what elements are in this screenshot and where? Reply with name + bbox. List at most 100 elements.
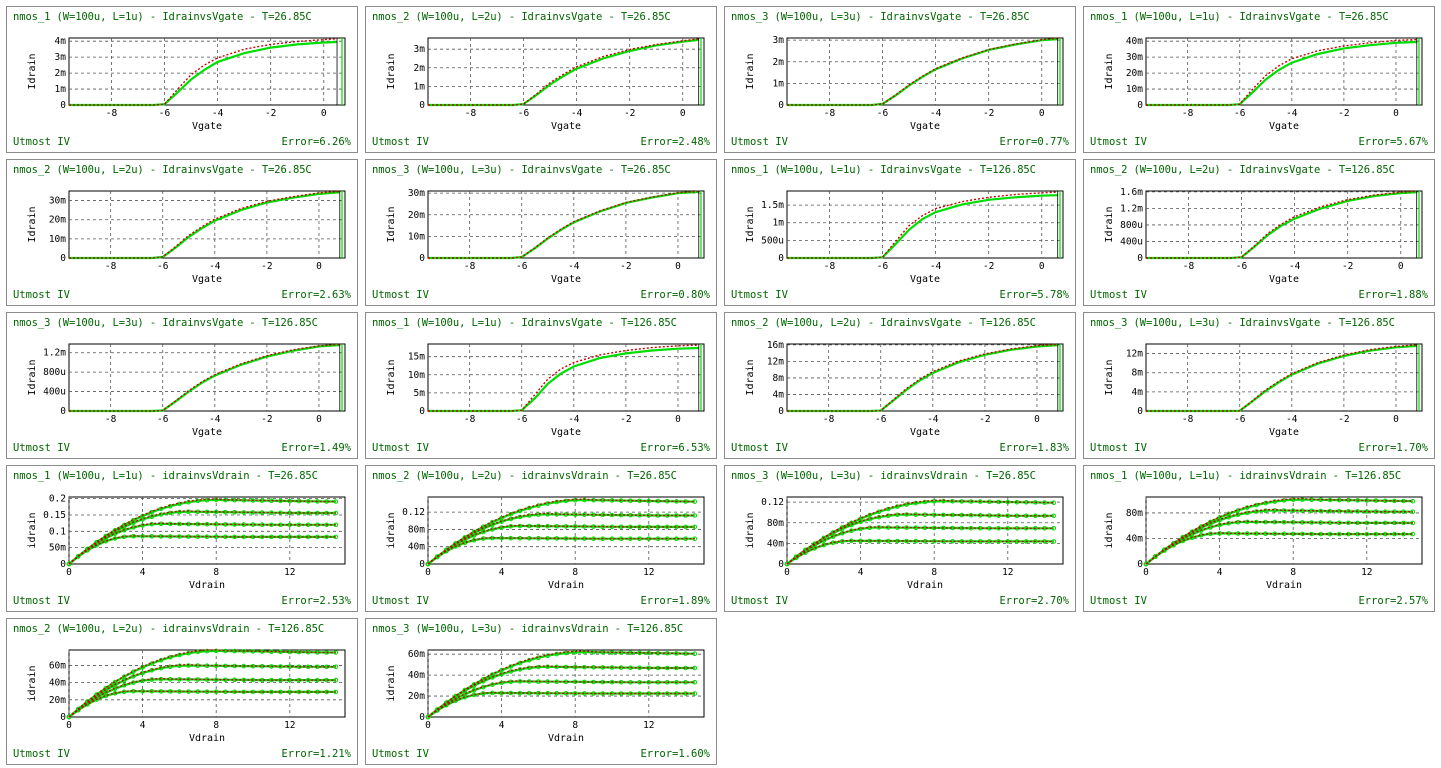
measured-point	[508, 535, 514, 541]
y-tick-label: 0	[778, 406, 784, 417]
measured-point	[250, 498, 256, 503]
measured-point	[131, 680, 136, 685]
x-axis-label: Vdrain	[1266, 580, 1302, 591]
measured-point	[609, 679, 615, 685]
chart-title: nmos_1 (W=100u, L=1u) - idrainvsVdrain -…	[13, 470, 318, 482]
x-tick-label: 0	[66, 720, 72, 731]
x-tick-label: 8	[572, 720, 578, 731]
measured-point	[996, 513, 1001, 518]
y-tick-label: 40m	[1126, 36, 1143, 47]
x-tick-label: -4	[568, 261, 580, 272]
plot-frame	[786, 37, 1064, 106]
measured-point	[1042, 500, 1047, 505]
measured-point	[1005, 499, 1011, 505]
x-tick-label: -6	[877, 261, 889, 272]
x-tick-label: -8	[823, 414, 835, 425]
measured-point	[241, 689, 247, 695]
simulated-series-line	[427, 536, 695, 565]
measured-point	[149, 677, 155, 682]
measured-point	[204, 534, 210, 539]
y-axis-label: Idrain	[386, 359, 397, 395]
measured-point	[1033, 526, 1038, 531]
y-tick-label: 0	[419, 100, 425, 111]
x-tick-label: -6	[518, 108, 530, 119]
x-tick-label: -6	[1234, 108, 1246, 119]
simulated-series-line	[1146, 38, 1417, 106]
measured-point	[517, 690, 523, 696]
measured-point	[296, 510, 302, 516]
measured-point	[941, 525, 946, 531]
simulated-series-line	[1146, 344, 1417, 412]
measured-point	[195, 534, 201, 539]
x-tick-label: -6	[159, 108, 171, 119]
x-tick-label: 12	[284, 720, 295, 731]
measured-point	[1281, 519, 1287, 525]
footer-label: Utmost IV	[731, 442, 788, 454]
measured-point	[121, 674, 127, 680]
y-axis-label: Idrain	[1104, 359, 1115, 395]
measured-point	[692, 524, 698, 530]
x-tick-label: -4	[209, 261, 221, 272]
plot-frame	[427, 496, 705, 565]
measured-point	[545, 653, 550, 659]
simulated-series-line	[69, 343, 340, 412]
measured-point	[204, 689, 210, 694]
measured-point	[269, 649, 274, 655]
measured-point	[333, 664, 339, 670]
measured-point	[784, 561, 790, 567]
chart-panel: nmos_1 (W=100u, L=1u) - IdrainvsVgate - …	[1083, 6, 1435, 153]
measured-point	[1208, 531, 1213, 537]
plot-svg: -8 -6 -4 -2 0 0 400u 800u 1.2m 1.6m Vgate Idrain	[1104, 187, 1423, 285]
measured-point	[637, 524, 642, 530]
measured-point	[692, 665, 698, 671]
y-axis-label: idrain	[745, 512, 756, 548]
x-tick-label: 0	[1034, 414, 1040, 425]
y-axis-label: Idrain	[27, 206, 38, 242]
measured-point	[425, 714, 431, 720]
plot-frame	[1145, 496, 1423, 565]
measured-point	[177, 521, 182, 527]
y-tick-label: 0.12	[761, 497, 784, 508]
y-tick-label: 30m	[408, 188, 425, 199]
error-label: Error=1.89%	[640, 595, 710, 607]
measured-point	[186, 650, 191, 656]
measured-point	[204, 509, 210, 515]
measured-point	[1364, 531, 1370, 537]
measured-point	[1410, 509, 1416, 515]
y-tick-label: 0.1	[49, 526, 66, 537]
plot-svg: -8 -6 -4 -2 0 0 1m 2m 3m Vgate Idrain	[386, 37, 705, 132]
x-axis-label: Vdrain	[189, 733, 225, 744]
measured-point	[582, 679, 587, 685]
measured-point	[1005, 513, 1011, 519]
x-tick-label: 0	[66, 567, 72, 578]
x-tick-label: 0	[1393, 108, 1399, 119]
x-tick-label: -6	[1236, 261, 1248, 272]
x-tick-label: -6	[157, 261, 169, 272]
measured-point	[121, 683, 127, 688]
y-tick-label: 80m	[1126, 508, 1143, 519]
measured-point	[204, 648, 210, 654]
simulated-series-line	[1146, 190, 1417, 259]
x-axis-label: Vgate	[551, 427, 581, 438]
y-tick-label: 400u	[1120, 236, 1143, 247]
y-tick-label: 0	[419, 406, 425, 417]
x-tick-label: -4	[1286, 414, 1298, 425]
chart-title: nmos_1 (W=100u, L=1u) - IdrainvsVgate - …	[731, 164, 1036, 176]
measured-point	[1217, 522, 1222, 528]
x-axis-label: Vdrain	[189, 580, 225, 591]
y-axis-label: Idrain	[745, 359, 756, 395]
measured-point	[278, 677, 283, 683]
measured-series-line	[787, 344, 1058, 413]
error-label: Error=5.67%	[1358, 136, 1428, 148]
y-tick-label: 0	[1137, 253, 1143, 264]
measured-point	[996, 539, 1001, 544]
measured-point	[269, 689, 274, 695]
measured-point	[582, 497, 587, 503]
simulated-series-line	[1145, 508, 1413, 565]
y-axis-label: Idrain	[386, 206, 397, 242]
measured-point	[545, 523, 550, 529]
plot-svg: 0 4 8 12 0 40m 80m 0.12 Vdrain idrain	[386, 496, 705, 591]
measured-point	[508, 511, 514, 517]
measured-point	[1309, 531, 1314, 537]
error-label: Error=2.53%	[281, 595, 351, 607]
